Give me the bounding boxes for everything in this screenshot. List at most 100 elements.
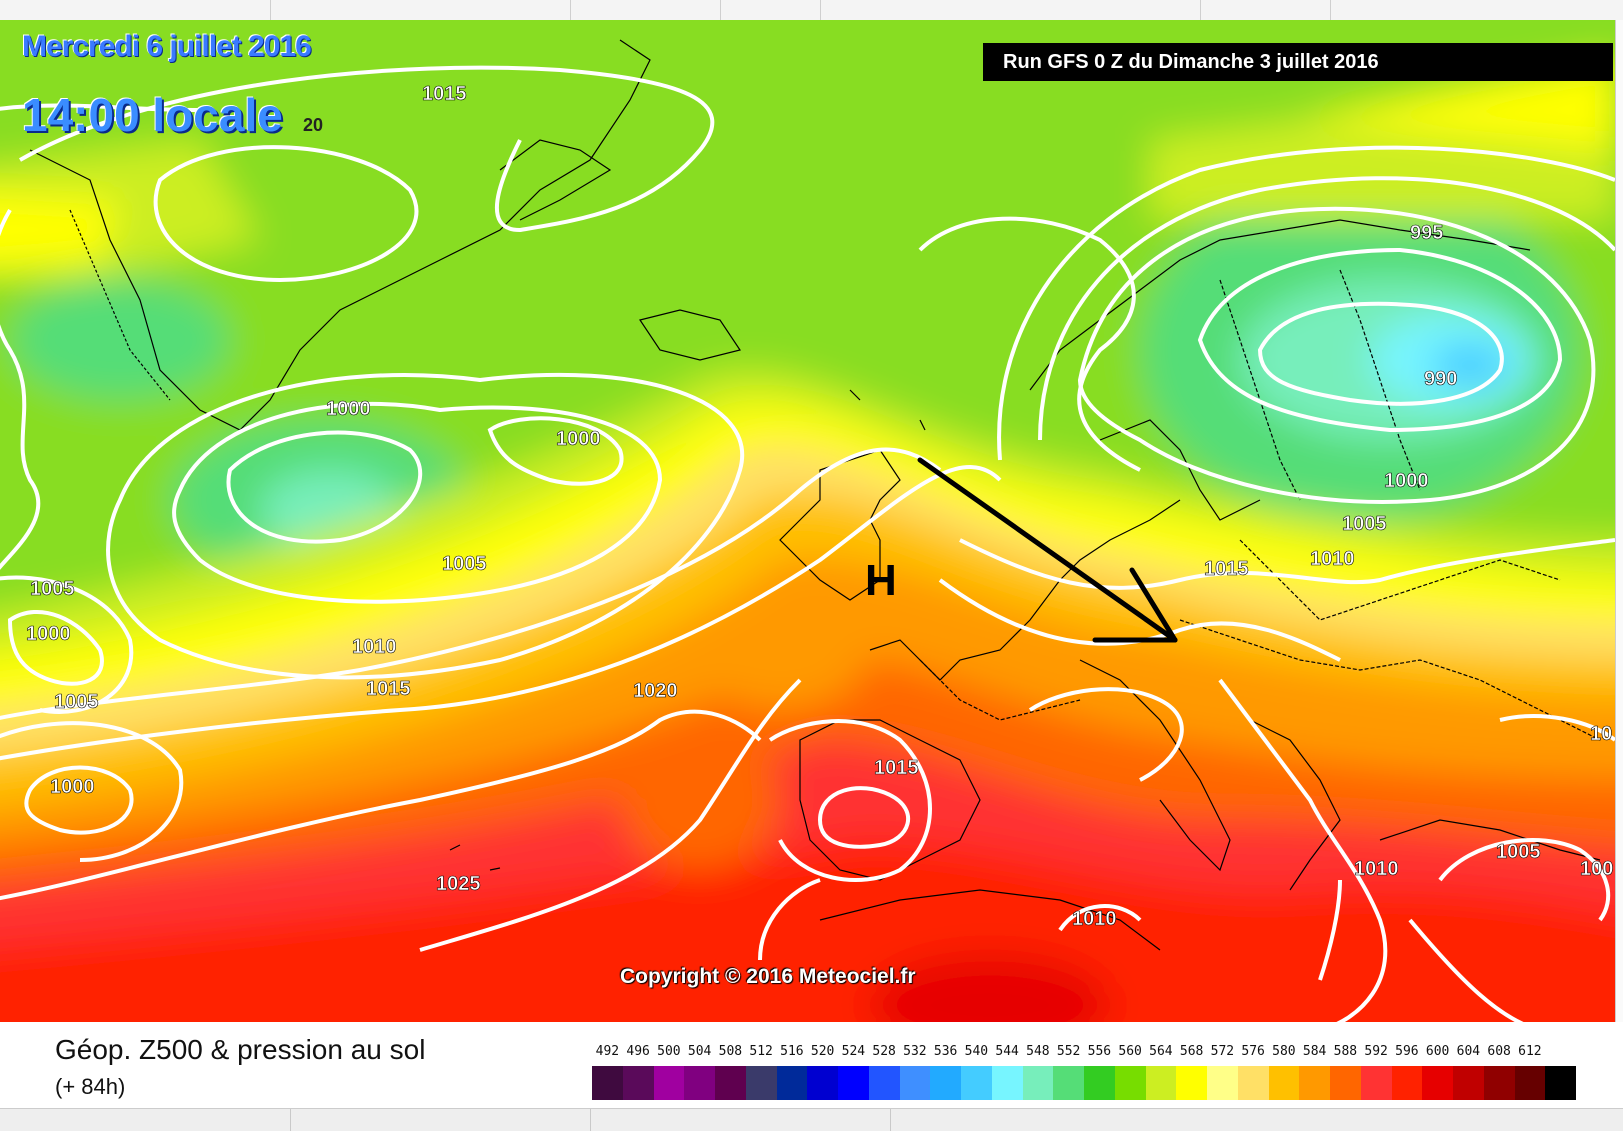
scale-swatch: [1391, 1066, 1423, 1100]
scale-label: 608: [1487, 1044, 1511, 1059]
scrollbar[interactable]: [1615, 20, 1623, 1022]
scale-label: 588: [1333, 1044, 1358, 1059]
scale-swatch: [592, 1066, 623, 1100]
isobar-label: 1005: [30, 578, 75, 600]
scale-label: 544: [995, 1044, 1019, 1059]
browser-toolbar: [0, 0, 1623, 21]
isobars: [0, 65, 1615, 1022]
scale-bar: [592, 1066, 1576, 1100]
isobar-label: 1010: [352, 636, 397, 658]
isobar-label: 10: [1590, 723, 1612, 745]
scale-swatch: [622, 1066, 654, 1100]
scale-label: 596: [1395, 1044, 1419, 1059]
scale-swatch: [1053, 1066, 1084, 1100]
isobar-label: 1005: [1342, 513, 1387, 535]
isobar-label: 1000: [50, 776, 95, 798]
scale-swatch: [715, 1066, 746, 1100]
scale-label: 516: [780, 1044, 804, 1059]
isobar-label: 1005: [1496, 841, 1541, 863]
toolbar-section[interactable]: [820, 0, 1201, 20]
isobar-label: 1020: [633, 680, 678, 702]
scale-swatch: [1330, 1066, 1361, 1100]
scale-swatch: [838, 1066, 869, 1100]
isobar-label: 990: [1424, 368, 1457, 390]
forecast-date: Mercredi 6 juillet 2016: [22, 30, 312, 63]
toolbar-section[interactable]: [0, 0, 271, 20]
isobar-label: 1000: [556, 428, 601, 450]
high-pressure-marker: H: [865, 556, 897, 605]
isobar-label: 1015: [422, 83, 467, 105]
scale-label: 524: [841, 1044, 866, 1059]
weather-map: 1015 1000 1000 1005 1010 1015 1020 1025 …: [0, 20, 1615, 1022]
scale-swatch: [1022, 1066, 1054, 1100]
scale-label: 592: [1364, 1044, 1388, 1059]
scale-swatch: [868, 1066, 900, 1100]
forecast-time: 14:00 locale: [22, 89, 283, 141]
scale-swatch: [807, 1066, 838, 1100]
scale-swatch: [1514, 1066, 1546, 1100]
scale-swatch: [1299, 1066, 1330, 1100]
scale-swatch: [1268, 1066, 1300, 1100]
scale-label: 556: [1087, 1044, 1112, 1059]
scale-label: 576: [1241, 1044, 1265, 1059]
toolbar-section[interactable]: [1200, 0, 1331, 20]
scale-label: 552: [1056, 1044, 1081, 1059]
scale-label: 508: [718, 1044, 743, 1059]
isobar-label: 1010: [1072, 908, 1117, 930]
toolbar-section[interactable]: [720, 0, 821, 20]
isobar-label: 1000: [1384, 470, 1429, 492]
scale-swatch: [776, 1066, 808, 1100]
geopotential-field: [0, 20, 1615, 1022]
scale-labels: 492 496 500 504 508 512 516 520 524 528 532 536 540 5…: [584, 1044, 1574, 1062]
scale-swatch: [1453, 1066, 1484, 1100]
scale-label: 528: [872, 1044, 896, 1059]
forecast-time-suffix: 20: [303, 115, 324, 135]
isobar-label: 100: [1580, 858, 1613, 880]
scale-swatch: [961, 1066, 992, 1100]
status-section: [0, 1109, 291, 1131]
scale-label: 564: [1149, 1044, 1173, 1059]
status-section: [590, 1109, 891, 1131]
isobar-label: 1015: [366, 678, 411, 700]
isobar-label: 1025: [436, 873, 481, 895]
isobar-label: 1010: [1354, 858, 1399, 880]
scale-swatch: [653, 1066, 685, 1100]
isobar-label: 1005: [54, 691, 99, 713]
scale-swatch: [1145, 1066, 1177, 1100]
scale-label: 584: [1302, 1044, 1327, 1059]
scale-swatch: [1483, 1066, 1515, 1100]
scale-swatch: [745, 1066, 777, 1100]
legend-subtitle: (+ 84h): [55, 1074, 126, 1099]
scale-label: 536: [933, 1044, 958, 1059]
scale-swatch: [1176, 1066, 1207, 1100]
trajectory-arrow: [917, 457, 1178, 643]
toolbar-section[interactable]: [570, 0, 721, 20]
copyright-notice: Copyright © 2016 Meteociel.fr: [620, 965, 916, 988]
scale-label: 504: [687, 1044, 712, 1059]
toolbar-section[interactable]: [270, 0, 571, 20]
scale-label: 612: [1518, 1044, 1542, 1059]
scale-label: 580: [1272, 1044, 1296, 1059]
isobar-label: 1015: [874, 757, 919, 779]
scale-label: 520: [810, 1044, 835, 1059]
scale-swatch: [899, 1066, 931, 1100]
scale-swatch: [991, 1066, 1023, 1100]
scale-label: 568: [1179, 1044, 1204, 1059]
scale-label: 496: [626, 1044, 650, 1059]
scale-swatch: [1360, 1066, 1392, 1100]
scale-label: 512: [749, 1044, 773, 1059]
scale-swatch: [930, 1066, 961, 1100]
coastlines: [29, 39, 1601, 951]
isobar-label: 1010: [1310, 548, 1355, 570]
scale-swatch: [1237, 1066, 1269, 1100]
scale-label: 560: [1118, 1044, 1142, 1059]
status-bar: [0, 1108, 1623, 1131]
isobar-label: 1005: [442, 553, 487, 575]
scale-swatch: [1422, 1066, 1453, 1100]
scale-label: 604: [1456, 1044, 1481, 1059]
isobar-label: 995: [1410, 222, 1443, 244]
scale-label: 540: [964, 1044, 989, 1059]
color-scale-legend: Géop. Z500 & pression au sol (+ 84h) 492…: [0, 1022, 1623, 1108]
scale-swatch: [1114, 1066, 1146, 1100]
isobar-label: 1000: [26, 623, 71, 645]
